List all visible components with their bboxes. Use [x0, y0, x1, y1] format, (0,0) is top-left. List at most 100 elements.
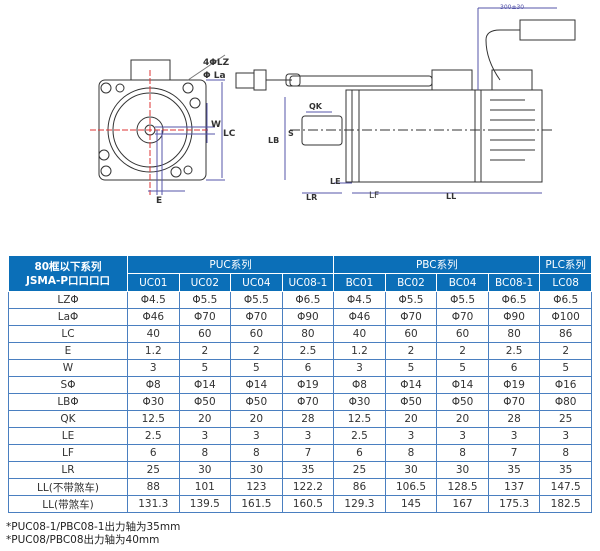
row-label: LE	[8, 427, 128, 445]
table-cell: 160.5	[281, 495, 335, 513]
table-cell: 182.5	[539, 495, 592, 513]
table-cell: 161.5	[230, 495, 283, 513]
table-cell: Φ5.5	[230, 291, 283, 309]
table-cell: 20	[384, 410, 438, 428]
s-label: S	[288, 129, 294, 138]
table-cell: 2	[384, 342, 438, 360]
table-cell: 3	[436, 427, 489, 445]
model-header: UC04	[230, 273, 283, 292]
table-cell: Φ50	[384, 393, 438, 411]
row-label: LZΦ	[8, 291, 128, 309]
connector	[235, 69, 301, 91]
table-cell: Φ5.5	[178, 291, 232, 309]
model-header: BC04	[436, 273, 489, 292]
table-cell: 1.2	[333, 342, 386, 360]
table-cell: 3	[384, 427, 438, 445]
table-cell: 128.5	[436, 478, 489, 496]
row-label: QK	[8, 410, 128, 428]
model-header: UC01	[127, 273, 180, 292]
lz-label: 4ΦLZ	[203, 58, 230, 68]
table-cell: 5	[436, 359, 489, 377]
dimension-table: 80框以下系列 JSMA-P口口口口 PUC系列 PBC系列 PLC系列 UC01…	[8, 255, 592, 513]
table-cell: 28	[487, 410, 541, 428]
table-cell: Φ70	[230, 308, 283, 326]
front-view	[90, 54, 226, 195]
table-cell: Φ90	[281, 308, 335, 326]
table-row: LE 2.5 3 3 3 2.5 3 3 3 3	[8, 427, 592, 445]
table-cell: 5	[539, 359, 592, 377]
table-row: LZΦ Φ4.5 Φ5.5 Φ5.5 Φ6.5 Φ4.5 Φ5.5 Φ5.5 Φ6.5 Φ6.5	[8, 291, 592, 309]
table-cell: 30	[178, 461, 232, 479]
table-row: LC 40 60 60 80 40 60 60 80 86	[8, 325, 592, 343]
model-header: BC02	[384, 273, 438, 292]
table-cell: Φ6.5	[281, 291, 335, 309]
table-cell: 86	[333, 478, 386, 496]
table-cell: 25	[539, 410, 592, 428]
table-cell: Φ14	[384, 376, 438, 394]
table-cell: Φ30	[127, 393, 180, 411]
table-row: LL(不带煞车) 88 101 123 122.2 86 106.5 128.5 137 147.…	[8, 478, 592, 496]
table-row: LBΦ Φ30 Φ50 Φ50 Φ70 Φ30 Φ50 Φ50 Φ70 Φ80	[8, 393, 592, 411]
table-cell: 80	[487, 325, 541, 343]
table-cell: 7	[487, 444, 541, 462]
table-cell: Φ4.5	[333, 291, 386, 309]
row-label: W	[8, 359, 128, 377]
table-cell: 131.3	[127, 495, 180, 513]
table-cell: Φ6.5	[539, 291, 592, 309]
table-cell: 3	[127, 359, 180, 377]
table-cell: 30	[230, 461, 283, 479]
table-cell: 3	[539, 427, 592, 445]
table-cell: 123	[230, 478, 283, 496]
table-cell: 137	[487, 478, 541, 496]
table-cell: 80	[281, 325, 335, 343]
table-cell: 20	[230, 410, 283, 428]
table-cell: 60	[436, 325, 489, 343]
table-cell: 8	[436, 444, 489, 462]
table-cell: 6	[127, 444, 180, 462]
qk-label: QK	[309, 102, 323, 111]
table-cell: 145	[384, 495, 438, 513]
table-cell: 139.5	[178, 495, 232, 513]
table-cell: Φ16	[539, 376, 592, 394]
table-cell: Φ80	[539, 393, 592, 411]
lf-label: LF	[369, 191, 379, 201]
table-row: SΦ Φ8 Φ14 Φ14 Φ19 Φ8 Φ14 Φ14 Φ19 Φ16	[8, 376, 592, 394]
table-cell: 60	[384, 325, 438, 343]
w-label: W	[211, 120, 221, 130]
table-cell: 5	[384, 359, 438, 377]
group-header: PBC系列	[333, 255, 541, 274]
e-label: E	[156, 196, 162, 206]
table-cell: Φ70	[178, 308, 232, 326]
table-cell: 8	[384, 444, 438, 462]
table-cell: Φ14	[178, 376, 232, 394]
group-header: PLC系列	[539, 255, 592, 274]
note: *PUC08-1/PBC08-1出力轴为35mm	[6, 521, 181, 533]
table-row: LF 6 8 8 7 6 8 8 7 8	[8, 444, 592, 462]
table-cell: 5	[230, 359, 283, 377]
group-header: PUC系列	[126, 255, 335, 274]
table-cell: 3	[487, 427, 541, 445]
table-cell: 2	[230, 342, 283, 360]
cable-length-label: 300±30	[500, 4, 524, 11]
table-cell: 25	[333, 461, 386, 479]
table-cell: 25	[127, 461, 180, 479]
table-cell: 2.5	[487, 342, 541, 360]
model-header: UC02	[178, 273, 232, 292]
table-cell: Φ8	[333, 376, 386, 394]
table-cell: Φ6.5	[487, 291, 541, 309]
table-cell: 12.5	[333, 410, 386, 428]
row-label: LL(不带煞车)	[8, 478, 128, 496]
table-cell: 88	[127, 478, 180, 496]
table-cell: 30	[384, 461, 438, 479]
model-pattern: JSMA-P口口口口	[25, 274, 111, 287]
table-cell: 35	[539, 461, 592, 479]
table-cell: 20	[178, 410, 232, 428]
table-row: LL(带煞车) 131.3 139.5 161.5 160.5 129.3 145 167 17…	[8, 495, 592, 513]
table-cell: 2.5	[281, 342, 335, 360]
lc-label: LC	[223, 129, 236, 139]
table-cell: 8	[230, 444, 283, 462]
ll-label: LL	[446, 192, 456, 201]
table-cell: 6	[487, 359, 541, 377]
